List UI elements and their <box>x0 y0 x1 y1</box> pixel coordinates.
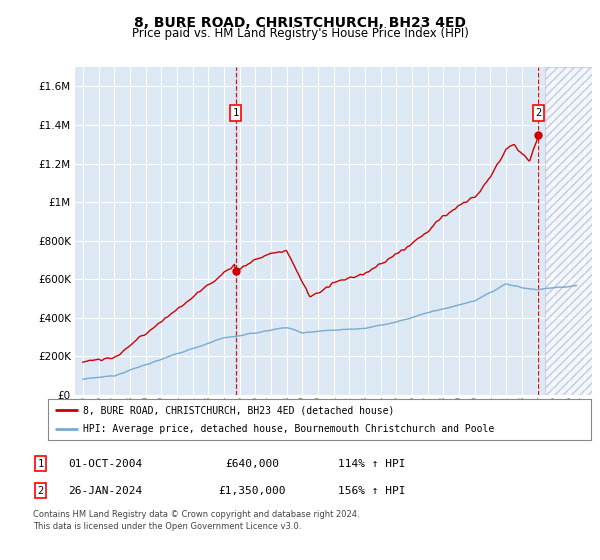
Text: 8, BURE ROAD, CHRISTCHURCH, BH23 4ED: 8, BURE ROAD, CHRISTCHURCH, BH23 4ED <box>134 16 466 30</box>
Bar <box>545 67 600 395</box>
Text: 26-JAN-2024: 26-JAN-2024 <box>68 486 142 496</box>
Text: This data is licensed under the Open Government Licence v3.0.: This data is licensed under the Open Gov… <box>33 522 301 531</box>
Text: 01-OCT-2004: 01-OCT-2004 <box>68 459 142 469</box>
Text: 114% ↑ HPI: 114% ↑ HPI <box>338 459 406 469</box>
Text: £1,350,000: £1,350,000 <box>218 486 286 496</box>
Text: 1: 1 <box>233 108 239 118</box>
Text: £640,000: £640,000 <box>225 459 279 469</box>
Text: 1: 1 <box>38 459 44 469</box>
Text: Contains HM Land Registry data © Crown copyright and database right 2024.: Contains HM Land Registry data © Crown c… <box>33 510 359 519</box>
Text: 2: 2 <box>38 486 44 496</box>
Text: 8, BURE ROAD, CHRISTCHURCH, BH23 4ED (detached house): 8, BURE ROAD, CHRISTCHURCH, BH23 4ED (de… <box>83 405 395 415</box>
Text: 2: 2 <box>535 108 542 118</box>
Text: HPI: Average price, detached house, Bournemouth Christchurch and Poole: HPI: Average price, detached house, Bour… <box>83 424 494 433</box>
Text: 156% ↑ HPI: 156% ↑ HPI <box>338 486 406 496</box>
Text: Price paid vs. HM Land Registry's House Price Index (HPI): Price paid vs. HM Land Registry's House … <box>131 27 469 40</box>
